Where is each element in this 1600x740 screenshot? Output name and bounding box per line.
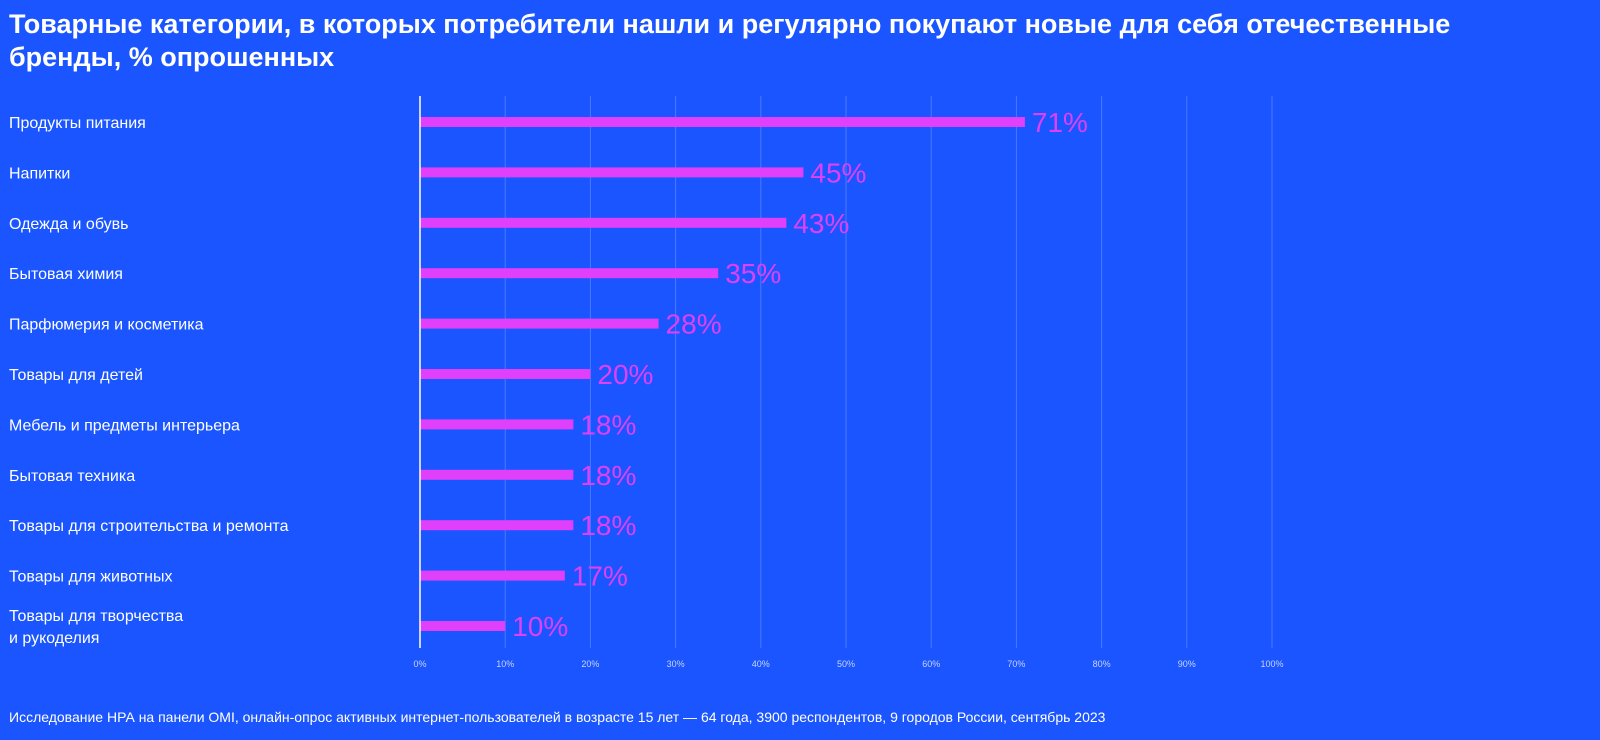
x-tick-label: 10% — [496, 659, 514, 669]
value-label: 18% — [580, 460, 636, 491]
category-label: Бытовая техника — [9, 468, 135, 485]
x-tick-label: 60% — [922, 659, 940, 669]
value-label: 35% — [725, 258, 781, 289]
bars — [420, 117, 1025, 631]
category-label: Мебель и предметы интерьера — [9, 417, 240, 434]
bar — [420, 268, 719, 279]
x-tick-label: 70% — [1007, 659, 1025, 669]
category-label: Товары для творчества и рукоделия — [9, 608, 183, 647]
category-label: Продукты питания — [9, 115, 146, 132]
value-label: 17% — [572, 561, 628, 592]
bar — [420, 369, 591, 379]
x-tick-label: 80% — [1093, 659, 1111, 669]
grid-lines — [504, 96, 1273, 648]
value-label: 10% — [512, 611, 568, 642]
category-label: Товары для строительства и ремонта — [9, 518, 289, 535]
x-tick-label: 40% — [752, 659, 770, 669]
value-label: 45% — [810, 157, 866, 188]
value-labels: 71% 45% 43% 35%28% 20% 18% 18% 18% 17%10% — [512, 107, 1088, 642]
bar — [420, 217, 787, 228]
chart-title: Товарные категории, в которых потребител… — [9, 9, 1451, 72]
category-label: Одежда и обувь — [9, 216, 128, 233]
value-label: 18% — [580, 510, 636, 541]
category-label: Товары для детей — [9, 367, 143, 384]
category-label: Парфюмерия и косметика — [9, 317, 204, 334]
category-label: Товары для животных — [9, 569, 172, 586]
category-label: Напитки — [9, 165, 70, 182]
bar — [420, 117, 1025, 127]
bar — [420, 570, 565, 581]
x-tick-label: 100% — [1260, 659, 1283, 669]
value-label: 28% — [666, 309, 722, 340]
footnote: Исследование НРА на панели OMI, онлайн-о… — [9, 709, 1106, 725]
bar — [420, 469, 574, 480]
value-label: 20% — [597, 359, 653, 390]
category-labels: Продукты питания Напитки Одежда и обувь Быт… — [9, 115, 289, 647]
bar — [420, 419, 574, 430]
x-tick-label: 50% — [837, 659, 855, 669]
x-tick-label: 30% — [667, 659, 685, 669]
x-axis-ticks: 0% 10% 20% 30% 40% 50% 60% 70% 80% 90% 100% — [413, 659, 1283, 669]
x-tick-label: 90% — [1178, 659, 1196, 669]
value-label: 18% — [580, 409, 636, 440]
category-label: Бытовая химия — [9, 266, 123, 283]
value-label: 43% — [793, 208, 849, 239]
x-tick-label: 20% — [581, 659, 599, 669]
x-tick-label: 0% — [413, 659, 426, 669]
bar — [420, 318, 659, 329]
bar — [420, 167, 804, 178]
bar — [420, 520, 574, 531]
bar — [420, 621, 506, 631]
value-label: 71% — [1032, 107, 1088, 138]
